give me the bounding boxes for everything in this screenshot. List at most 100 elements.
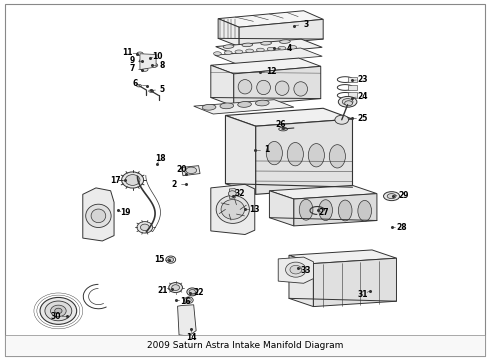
Ellipse shape: [267, 47, 275, 51]
Polygon shape: [234, 66, 321, 106]
Text: 18: 18: [156, 154, 166, 163]
Text: 27: 27: [319, 208, 329, 217]
Ellipse shape: [228, 191, 236, 197]
Ellipse shape: [342, 99, 353, 105]
Ellipse shape: [169, 283, 182, 293]
Text: 21: 21: [158, 286, 168, 295]
Ellipse shape: [329, 145, 345, 168]
Text: 20: 20: [176, 165, 187, 174]
Text: 24: 24: [357, 92, 368, 101]
Ellipse shape: [238, 80, 252, 94]
Ellipse shape: [290, 265, 302, 274]
Ellipse shape: [280, 40, 290, 44]
Ellipse shape: [186, 167, 196, 174]
Polygon shape: [278, 257, 314, 283]
Ellipse shape: [387, 194, 396, 199]
Text: 32: 32: [235, 189, 245, 198]
Text: 1: 1: [265, 145, 270, 154]
Ellipse shape: [214, 52, 221, 55]
Polygon shape: [225, 108, 352, 126]
Text: 28: 28: [396, 223, 407, 232]
Ellipse shape: [338, 200, 352, 221]
Ellipse shape: [189, 289, 196, 294]
Text: 4: 4: [286, 44, 292, 53]
Text: 9: 9: [130, 57, 135, 66]
Polygon shape: [211, 65, 234, 106]
Polygon shape: [218, 11, 323, 27]
Text: 11: 11: [122, 48, 133, 57]
Polygon shape: [211, 58, 321, 74]
Ellipse shape: [238, 102, 251, 107]
Text: 6: 6: [132, 80, 138, 89]
Text: 3: 3: [303, 19, 309, 28]
Polygon shape: [229, 189, 235, 198]
Ellipse shape: [168, 257, 173, 262]
Ellipse shape: [141, 224, 149, 230]
Ellipse shape: [289, 45, 296, 49]
Ellipse shape: [122, 172, 144, 188]
Text: 2009 Saturn Astra Intake Manifold Diagram: 2009 Saturn Astra Intake Manifold Diagra…: [147, 341, 343, 350]
Bar: [347, 93, 357, 98]
Ellipse shape: [279, 127, 288, 131]
Ellipse shape: [142, 68, 148, 71]
Ellipse shape: [256, 48, 264, 52]
Polygon shape: [256, 119, 352, 194]
Ellipse shape: [184, 297, 193, 303]
Ellipse shape: [261, 41, 271, 45]
Ellipse shape: [358, 201, 371, 221]
Ellipse shape: [55, 308, 62, 314]
Text: 15: 15: [154, 255, 165, 264]
Ellipse shape: [45, 301, 72, 321]
Ellipse shape: [187, 288, 197, 296]
Polygon shape: [225, 116, 256, 194]
Polygon shape: [218, 19, 239, 46]
Polygon shape: [181, 166, 200, 176]
Ellipse shape: [278, 46, 286, 50]
Ellipse shape: [148, 55, 154, 59]
Ellipse shape: [287, 143, 303, 166]
Ellipse shape: [257, 80, 270, 95]
Polygon shape: [314, 258, 396, 307]
Ellipse shape: [242, 43, 253, 47]
Ellipse shape: [149, 90, 154, 92]
Polygon shape: [216, 39, 322, 55]
Polygon shape: [294, 194, 377, 226]
Ellipse shape: [86, 204, 111, 228]
Text: 8: 8: [159, 61, 165, 70]
Text: 23: 23: [357, 75, 368, 84]
Ellipse shape: [299, 199, 313, 220]
Ellipse shape: [286, 262, 306, 277]
Text: 5: 5: [159, 85, 165, 94]
Text: 13: 13: [249, 205, 260, 214]
Ellipse shape: [151, 63, 158, 67]
Polygon shape: [239, 19, 323, 46]
Ellipse shape: [139, 59, 146, 63]
Text: 16: 16: [180, 297, 191, 306]
Text: 17: 17: [110, 176, 121, 185]
Ellipse shape: [137, 85, 142, 87]
Text: 19: 19: [120, 208, 130, 217]
Text: 26: 26: [275, 120, 286, 129]
Ellipse shape: [223, 45, 234, 48]
Ellipse shape: [384, 192, 400, 201]
Ellipse shape: [344, 101, 352, 106]
Ellipse shape: [137, 52, 143, 55]
Ellipse shape: [50, 305, 66, 317]
Text: 2: 2: [172, 180, 177, 189]
Ellipse shape: [335, 115, 348, 124]
Text: 10: 10: [152, 52, 162, 61]
Ellipse shape: [172, 285, 179, 291]
Polygon shape: [83, 188, 114, 241]
Polygon shape: [289, 250, 396, 264]
FancyBboxPatch shape: [4, 335, 486, 356]
Text: 33: 33: [301, 266, 311, 275]
Text: 14: 14: [186, 333, 196, 342]
Ellipse shape: [40, 297, 76, 324]
Ellipse shape: [221, 199, 245, 219]
Bar: [347, 77, 357, 82]
Bar: [347, 85, 357, 90]
Text: 30: 30: [50, 312, 61, 321]
Polygon shape: [289, 255, 314, 307]
Text: 31: 31: [358, 289, 368, 298]
Ellipse shape: [202, 104, 216, 110]
